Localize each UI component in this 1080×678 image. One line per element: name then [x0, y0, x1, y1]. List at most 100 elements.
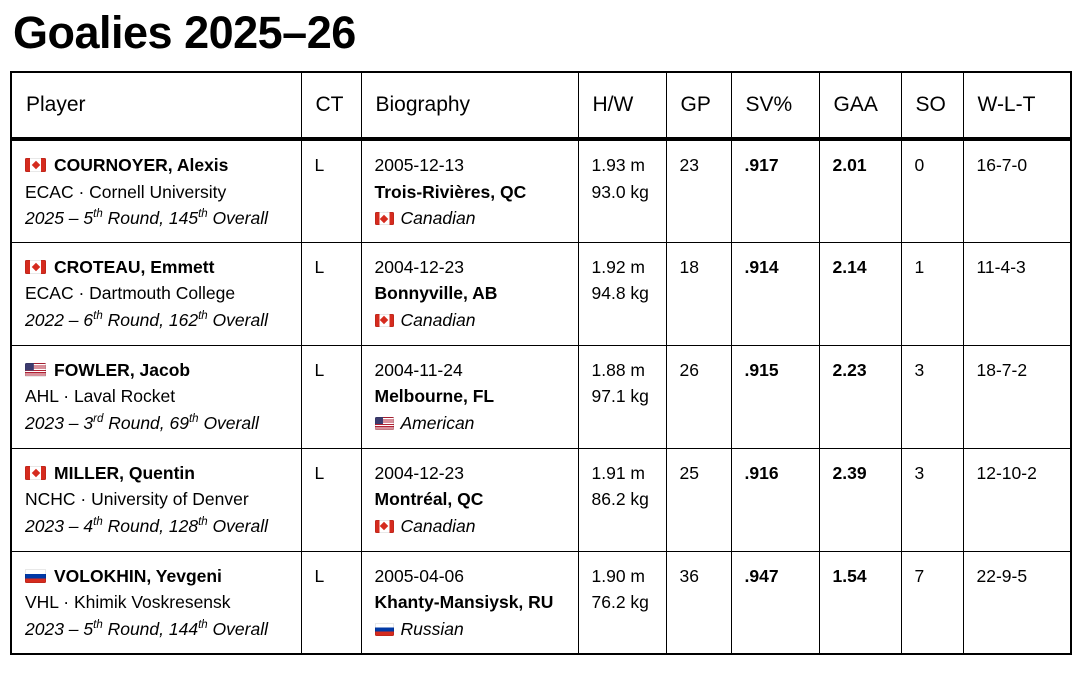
gaa-cell: 2.01: [818, 138, 902, 243]
height: 1.92 m: [591, 256, 646, 277]
wlt-cell: 12-10-2: [962, 447, 1072, 552]
table-row: COURNOYER, Alexis ECAC · Cornell Univers…: [10, 138, 1072, 243]
sv-cell: .916: [730, 447, 820, 552]
page-title: Goalies 2025–26: [13, 7, 356, 58]
sv-cell: .914: [730, 241, 820, 346]
catches-cell: L: [300, 344, 362, 449]
table-row: VOLOKHIN, Yevgeni VHL · Khimik Voskresen…: [10, 550, 1072, 655]
hw-cell: 1.88 m 97.1 kg: [577, 344, 667, 449]
so-cell: 7: [900, 550, 964, 655]
wlt-cell: 22-9-5: [962, 550, 1072, 655]
canada-flag-icon: [374, 212, 394, 225]
header-row: Player CT Biography H/W GP SV% GAA SO W-…: [10, 71, 1072, 141]
gaa-cell: 2.14: [818, 241, 902, 346]
weight: 97.1 kg: [591, 386, 649, 406]
weight: 86.2 kg: [591, 489, 649, 509]
height: 1.88 m: [591, 359, 646, 380]
sv-cell: .917: [730, 138, 820, 243]
russia-flag-icon: [374, 622, 394, 636]
weight: 93.0 kg: [591, 181, 649, 202]
player-draft: 2022 – 6th Round, 162th Overall: [25, 309, 268, 330]
catches-cell: L: [300, 550, 362, 655]
col-header-hw: H/W: [577, 71, 667, 141]
player-name: FOWLER, Jacob: [54, 359, 191, 380]
player-team: NCHC · University of Denver: [25, 489, 249, 509]
catches-cell: L: [300, 138, 362, 243]
canada-flag-icon: [25, 465, 46, 480]
player-cell: COURNOYER, Alexis ECAC · Cornell Univers…: [10, 138, 302, 243]
nationality: American: [400, 412, 475, 433]
player-cell: MILLER, Quentin NCHC · University of Den…: [10, 447, 302, 552]
gp-cell: 26: [665, 344, 732, 449]
gaa-cell: 2.23: [818, 344, 902, 449]
nationality: Canadian: [400, 515, 476, 536]
weight: 94.8 kg: [591, 283, 649, 303]
biography-cell: 2005-12-13 Trois-Rivières, QC Canadian: [360, 138, 579, 243]
hw-cell: 1.91 m 86.2 kg: [577, 447, 667, 552]
player-draft: 2025 – 5th Round, 145th Overall: [25, 208, 268, 228]
canada-flag-icon: [25, 158, 46, 172]
gaa-cell: 1.54: [818, 550, 902, 655]
player-draft: 2023 – 5th Round, 144th Overall: [25, 618, 268, 639]
birthdate: 2004-12-23: [374, 256, 465, 277]
player-name: VOLOKHIN, Yevgeni: [54, 565, 222, 586]
birthplace: Khanty-Mansiysk, RU: [374, 592, 554, 612]
sv-cell: .947: [730, 550, 820, 655]
gp-cell: 25: [665, 447, 732, 552]
player-cell: VOLOKHIN, Yevgeni VHL · Khimik Voskresen…: [10, 550, 302, 655]
birthdate: 2004-12-23: [374, 462, 465, 483]
nationality: Canadian: [400, 208, 476, 228]
player-cell: CROTEAU, Emmett ECAC · Dartmouth College…: [10, 241, 302, 346]
birthplace: Trois-Rivières, QC: [374, 181, 527, 202]
table-row: MILLER, Quentin NCHC · University of Den…: [10, 447, 1072, 552]
goalies-table: Player CT Biography H/W GP SV% GAA SO W-…: [10, 71, 1072, 655]
table-row: FOWLER, Jacob AHL · Laval Rocket 2023 – …: [10, 344, 1072, 449]
russia-flag-icon: [25, 568, 46, 583]
hw-cell: 1.92 m 94.8 kg: [577, 241, 667, 346]
player-name: MILLER, Quentin: [54, 462, 195, 483]
so-cell: 3: [900, 447, 964, 552]
canada-flag-icon: [25, 259, 46, 274]
wlt-cell: 16-7-0: [962, 138, 1072, 243]
canada-flag-icon: [374, 313, 394, 327]
height: 1.93 m: [591, 155, 646, 175]
height: 1.90 m: [591, 565, 646, 586]
player-team: ECAC · Cornell University: [25, 181, 227, 202]
player-name: CROTEAU, Emmett: [54, 256, 215, 277]
so-cell: 1: [900, 241, 964, 346]
col-header-gaa: GAA: [818, 71, 902, 141]
player-name: COURNOYER, Alexis: [54, 155, 229, 175]
player-draft: 2023 – 3rd Round, 69th Overall: [25, 412, 259, 433]
col-header-sv: SV%: [730, 71, 820, 141]
so-cell: 0: [900, 138, 964, 243]
hw-cell: 1.90 m 76.2 kg: [577, 550, 667, 655]
hw-cell: 1.93 m 93.0 kg: [577, 138, 667, 243]
table-row: CROTEAU, Emmett ECAC · Dartmouth College…: [10, 241, 1072, 346]
biography-cell: 2004-12-23 Montréal, QC Canadian: [360, 447, 579, 552]
birthplace: Melbourne, FL: [374, 386, 495, 406]
gp-cell: 23: [665, 138, 732, 243]
birthdate: 2004-11-24: [374, 359, 463, 380]
nationality: Canadian: [400, 309, 476, 330]
gp-cell: 36: [665, 550, 732, 655]
gp-cell: 18: [665, 241, 732, 346]
usa-flag-icon: [25, 362, 46, 377]
col-header-catches: CT: [300, 71, 362, 141]
wlt-cell: 18-7-2: [962, 344, 1072, 449]
biography-cell: 2004-11-24 Melbourne, FL American: [360, 344, 579, 449]
canada-flag-icon: [374, 519, 394, 533]
player-cell: FOWLER, Jacob AHL · Laval Rocket 2023 – …: [10, 344, 302, 449]
biography-cell: 2004-12-23 Bonnyville, AB Canadian: [360, 241, 579, 346]
height: 1.91 m: [591, 462, 646, 483]
usa-flag-icon: [374, 416, 394, 430]
weight: 76.2 kg: [591, 592, 649, 612]
player-team: ECAC · Dartmouth College: [25, 283, 236, 303]
wlt-cell: 11-4-3: [962, 241, 1072, 346]
nationality: Russian: [400, 618, 464, 639]
player-team: AHL · Laval Rocket: [25, 386, 176, 406]
gaa-cell: 2.39: [818, 447, 902, 552]
col-header-wlt: W-L-T: [962, 71, 1072, 141]
player-team: VHL · Khimik Voskresensk: [25, 592, 231, 612]
catches-cell: L: [300, 241, 362, 346]
player-draft: 2023 – 4th Round, 128th Overall: [25, 515, 268, 536]
